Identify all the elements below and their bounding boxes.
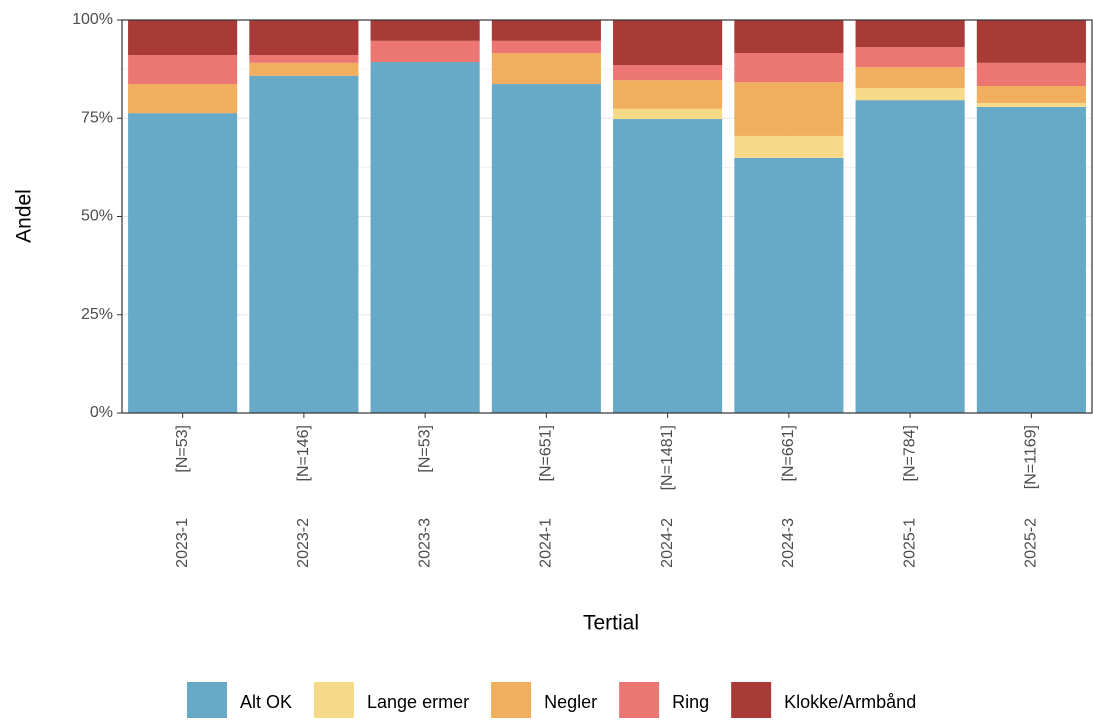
bar-segment [128,113,238,414]
bar-segment [613,65,723,81]
bar-segment [491,40,601,54]
sample-size-label: [N=784] [901,425,918,481]
bar-segment [249,62,359,76]
bar-segment [613,20,723,66]
bar-segment [855,87,965,101]
sample-size-label: [N=53] [174,425,191,473]
bar-segment [855,47,965,68]
bar-segment [491,84,601,414]
x-tick-label: 2025-1 [901,518,918,568]
bar-segment [370,62,480,414]
bar-segment [249,20,359,55]
bar-segment [370,40,480,63]
bar-segment [734,20,844,54]
x-tick-label: 2023-3 [416,518,433,568]
bar-segment [128,54,238,85]
bar-segment [734,135,844,158]
sample-size-label: [N=1481] [659,425,676,490]
sample-size-label: [N=1169] [1023,425,1040,489]
legend-swatch [619,682,660,718]
legend-label: Lange ermer [367,692,469,712]
bar-segment [613,119,723,413]
y-tick-label: 75% [81,109,113,126]
legend-label: Negler [544,692,597,712]
legend-label: Klokke/Armbånd [784,692,916,712]
y-tick-label: 100% [72,11,113,28]
y-tick-label: 0% [90,404,113,421]
sample-size-label: [N=53] [416,425,433,473]
legend-swatch [491,682,532,718]
bar-segment [128,84,238,114]
bar-segment [734,157,844,413]
y-tick-label: 25% [81,306,113,323]
legend-swatch [187,682,227,718]
sample-size-label: [N=651] [538,425,555,481]
bar-segment [734,82,844,136]
bar-segment [976,102,1086,107]
bar-segment [734,53,844,83]
panel-border [121,19,1093,414]
x-tick-label: 2024-1 [538,518,555,568]
bar-segment [613,108,723,120]
bar-segment [855,20,965,48]
bar-segment [613,80,723,109]
x-tick-label: 2025-2 [1023,518,1040,568]
legend-swatch [731,682,772,718]
bar-segment [249,54,359,63]
bar-segment [976,106,1086,413]
bar-segment [491,53,601,85]
bar-segment [249,75,359,413]
x-tick-label: 2024-2 [659,518,676,568]
x-tick-label: 2023-1 [174,518,191,568]
x-tick-label: 2023-2 [295,518,312,568]
bar-segment [128,20,238,55]
y-tick-label: 50% [81,208,113,225]
bar-segment [976,20,1086,63]
bar-segment [976,86,1086,103]
bar-segment [855,67,965,88]
legend-label: Ring [672,692,709,712]
bar-segment [491,20,601,41]
y-axis-title: Andel [13,189,36,243]
bar-segment [976,62,1086,87]
bar-segment [370,20,480,41]
legend-swatch [314,682,355,718]
sample-size-label: [N=146] [295,425,312,481]
x-tick-label: 2024-3 [780,518,797,568]
sample-size-label: [N=661] [780,425,797,481]
legend-label: Alt OK [240,692,292,712]
bar-segment [855,100,965,413]
x-axis-title: Tertial [583,612,639,635]
